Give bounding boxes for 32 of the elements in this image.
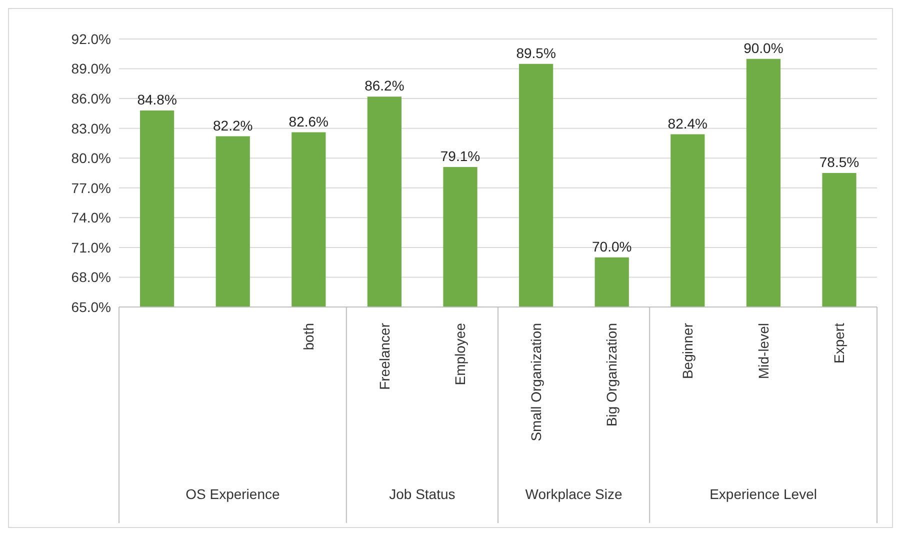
data-label: 82.6% [288,113,329,130]
text: Workplace Size [525,486,623,502]
text: OS Experience [186,486,280,502]
data-label: 78.5% [819,154,860,170]
x-tick-label: Beginner [680,322,696,380]
y-tick-label: 86.0% [71,90,111,107]
data-label: 70.0% [592,238,632,254]
y-tick-label: 68.0% [71,269,111,286]
data-label: 84.8% [137,91,177,108]
y-tick-label: 65.0% [71,298,111,315]
x-tick-label: Big Organization [604,323,620,427]
x-tick-label: Small Organization [528,323,544,442]
x-tick-label: both [300,323,316,350]
data-label: 82.2% [213,117,253,134]
y-tick-label: 77.0% [71,180,111,196]
text: Job Status [389,486,456,502]
text: Experience Level [710,486,818,502]
data-label: 86.2% [364,78,404,94]
y-tick-label: 89.0% [71,60,111,77]
x-tick-label: Employee [452,322,468,386]
y-tick-label: 83.0% [71,120,111,136]
x-tick-label: Mid-level [755,323,772,380]
y-tick-label: 71.0% [71,239,111,256]
data-label: 89.5% [516,44,556,61]
y-tick-label: 92.0% [71,30,111,47]
x-tick-label: Expert [831,322,848,364]
y-tick-label: 74.0% [71,210,111,226]
data-label: 79.1% [440,148,480,164]
y-tick-label: 80.0% [71,150,111,166]
x-tick-label: Freelancer [376,322,392,390]
data-label: 82.4% [668,115,708,132]
data-label: 90.0% [744,40,784,56]
